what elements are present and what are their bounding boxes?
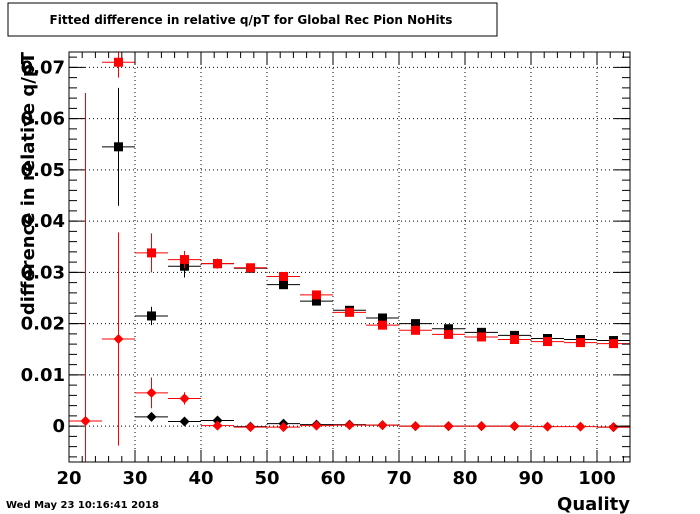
y-tick-label: 0.07 [21,57,65,78]
diamond-marker [179,416,190,427]
title-box [7,2,498,37]
diamond-marker [179,393,190,404]
square-marker [180,255,189,265]
diamond-marker [542,421,553,432]
y-tick-label: 0.02 [21,314,65,335]
square-marker [444,329,453,339]
diamond-marker [212,415,223,426]
y-axis-title: difference in relative q/pT [18,51,39,315]
square-marker [345,307,354,317]
x-tick-label: 90 [518,468,543,489]
y-tick-label: 0.06 [21,109,65,130]
square-marker [411,319,420,329]
square-marker [378,320,387,330]
diamond-marker [212,420,223,431]
square-marker [312,296,321,306]
x-tick-label: 70 [386,468,411,489]
square-marker [543,337,552,347]
x-tick-label: 20 [56,468,81,489]
square-marker [114,142,123,152]
timestamp-label: Wed May 23 10:16:41 2018 [6,500,159,511]
x-tick-label: 30 [122,468,147,489]
square-marker [477,332,486,342]
square-marker [114,57,123,67]
x-tick-label: 60 [320,468,345,489]
diamond-marker [476,421,487,432]
x-tick-label: 80 [452,468,477,489]
square-marker [609,339,618,349]
x-axis-title: Quality [557,494,630,514]
diamond-marker [146,387,157,398]
diamond-marker [245,422,256,433]
diamond-marker [575,421,586,432]
square-marker [312,290,321,300]
diamond-marker [608,422,619,433]
y-tick-label: 0 [52,416,65,437]
plot-frame [68,51,631,463]
diamond-marker [344,420,355,431]
square-marker [378,313,387,323]
x-tick-label: 40 [188,468,213,489]
chart-title: Fitted difference in relative q/pT for G… [50,13,453,27]
y-tick-label: 0.04 [21,211,65,232]
diamond-marker [278,422,289,433]
diamond-marker [410,421,421,432]
square-marker [246,263,255,273]
diamond-marker [509,421,520,432]
diamond-marker [443,421,454,432]
square-marker [444,324,453,334]
diamond-marker [146,411,157,422]
square-marker [576,338,585,348]
square-marker [477,327,486,337]
x-tick-label: 50 [254,468,279,489]
square-marker [147,248,156,258]
diamond-marker [311,420,322,431]
x-axis-tick-labels: 20 30 40 50 60 70 80 90 100 [56,468,615,489]
diamond-marker [377,420,388,431]
square-marker [147,311,156,321]
square-marker [411,325,420,335]
square-marker [510,335,519,345]
diamond-marker [113,334,124,344]
y-tick-label: 0.05 [21,160,65,181]
y-axis-tick-labels: 0 0.01 0.02 0.03 0.04 0.05 0.06 0.07 [21,57,65,437]
square-marker [279,271,288,281]
square-marker [279,280,288,290]
x-tick-label: 100 [578,468,616,489]
diamond-marker [80,416,91,426]
y-tick-label: 0.03 [21,262,65,283]
axis-ticks [68,52,630,462]
data-layer [69,52,630,462]
square-marker [213,259,222,269]
y-tick-label: 0.01 [21,365,65,386]
